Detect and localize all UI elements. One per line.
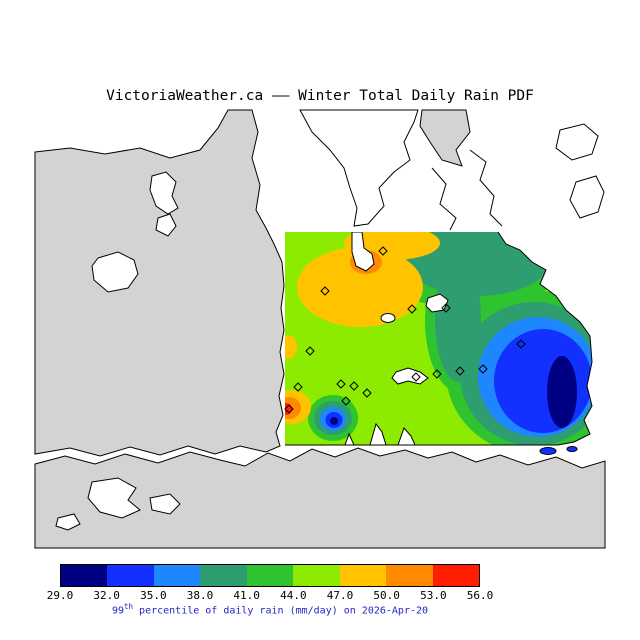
colorbar-cell [339, 565, 387, 586]
island-northeast [569, 175, 605, 219]
lake [149, 493, 181, 515]
station-marker [516, 339, 526, 349]
lake [149, 171, 179, 215]
coast-inlet [397, 427, 416, 445]
colorbar-tick-label: 38.0 [186, 589, 214, 602]
station-marker [432, 369, 442, 379]
contour-band-47-50 [297, 247, 423, 327]
lake [155, 213, 177, 237]
coastline-layer [34, 109, 606, 549]
landmass-west [34, 109, 285, 457]
coast-inlet [344, 432, 355, 445]
coastline-detail [431, 167, 457, 231]
colorbar-cell [432, 565, 479, 586]
plot-title: VictoriaWeather.ca —— Winter Total Daily… [106, 88, 534, 104]
harbour [391, 367, 429, 385]
inland-water [344, 232, 449, 445]
station-marker [478, 364, 488, 374]
caption-prefix: 99 [111, 605, 124, 617]
lake [91, 251, 139, 293]
colorbar-cell [200, 565, 247, 586]
offshore-island [566, 446, 578, 452]
colorbar-cell [386, 565, 433, 586]
colorbar-cell [153, 565, 201, 586]
island-northeast [555, 123, 599, 161]
colorbar-cell [293, 565, 340, 586]
colorbar-tick-label: 47.0 [326, 589, 354, 602]
contour-band-32-35 [494, 329, 592, 433]
station-marker [341, 396, 351, 406]
colorbar-tick-label: 29.0 [46, 589, 74, 602]
lake [87, 477, 141, 519]
colorbar-tick-label: 50.0 [373, 589, 400, 602]
landmass-north [419, 109, 471, 167]
station-markers [284, 246, 526, 414]
coastline-detail [469, 149, 503, 227]
station-marker [407, 304, 417, 314]
colorbar-cell [107, 565, 154, 586]
station-marker [362, 388, 372, 398]
offshore-island [539, 447, 557, 455]
colorbar-tick-label: 41.0 [233, 589, 260, 602]
colorbar-tick-label: 44.0 [280, 589, 307, 602]
contour-band-29-32 [330, 417, 338, 425]
contour-band-53-56 [285, 403, 292, 415]
peninsula-north [299, 109, 419, 227]
landmass-south [34, 447, 606, 549]
station-marker [349, 381, 359, 391]
station-marker [411, 372, 421, 382]
colorbar-cell [246, 565, 294, 586]
colorbar-cell [61, 565, 108, 586]
station-marker [320, 286, 330, 296]
caption-superscript: th [124, 602, 134, 611]
coast-inlet [369, 422, 387, 445]
small-lake [380, 313, 396, 323]
colorbar-tick-label: 53.0 [420, 589, 447, 602]
colorbar-tick-label: 35.0 [140, 589, 167, 602]
contour-band-47-50 [285, 335, 297, 359]
station-marker [455, 366, 465, 376]
caption-rest: percentile of daily rain (mm/day) on 202… [133, 605, 429, 617]
inlet [351, 232, 375, 272]
colorbar [60, 564, 480, 587]
contour-field [285, 232, 592, 445]
station-marker [293, 382, 303, 392]
station-marker [336, 379, 346, 389]
station-marker [378, 246, 388, 256]
station-marker [441, 303, 451, 313]
station-marker [305, 346, 315, 356]
colorbar-ticks: 29.0 32.0 35.0 38.0 41.0 44.0 47.0 50.0 53.0 56.0 [47, 589, 494, 603]
domain-coastline-east [497, 231, 593, 446]
station-marker [284, 404, 294, 414]
colorbar-tick-label: 32.0 [93, 589, 120, 602]
colorbar-caption: 99th percentile of daily rain (mm/day) o… [30, 602, 510, 616]
contour-band-29-32 [547, 356, 577, 428]
lake [55, 513, 81, 531]
colorbar-tick-label: 56.0 [466, 589, 494, 602]
